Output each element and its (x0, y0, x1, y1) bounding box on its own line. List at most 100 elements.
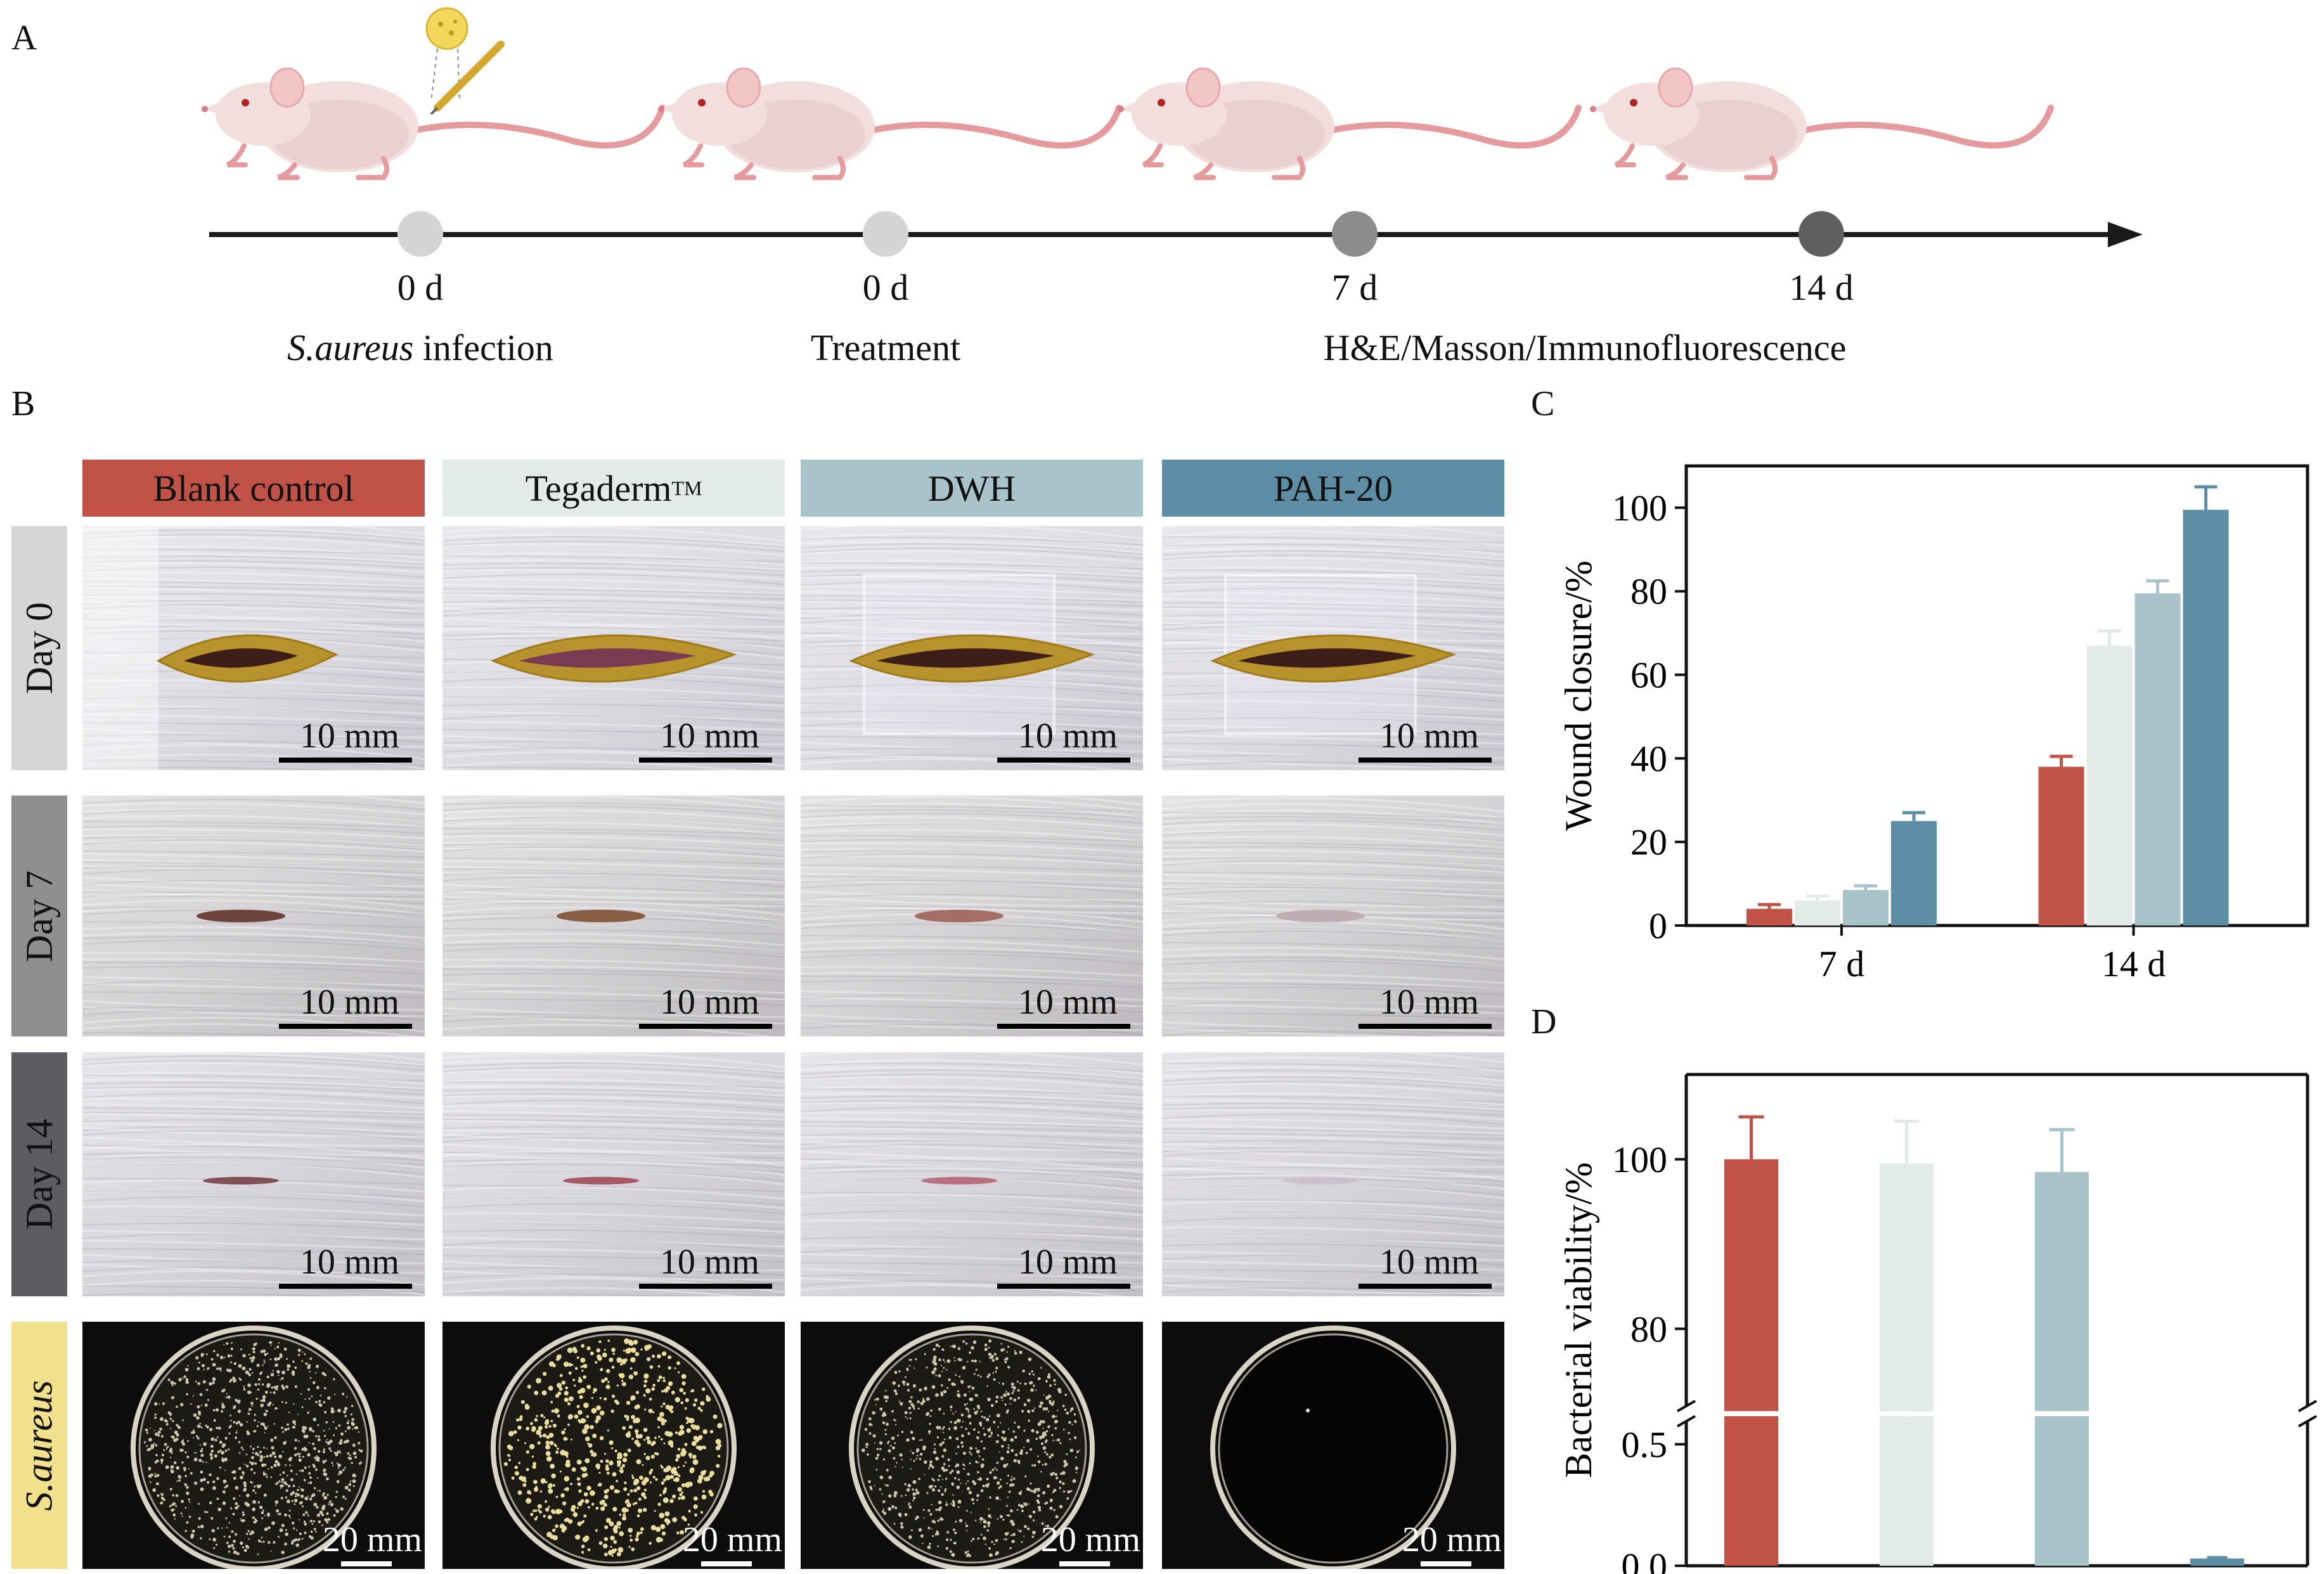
timeline-point-2 (863, 211, 908, 257)
scale-bar (1359, 758, 1492, 763)
scale-bar-label: 20 mm (682, 1520, 782, 1559)
bar-break-gap (2034, 1411, 2090, 1416)
scale-bar (1359, 1284, 1492, 1289)
y-tick-label: 80 (1630, 571, 1667, 612)
timeline-point-4 (1798, 211, 1844, 257)
y-tick-label: 0.0 (1622, 1545, 1668, 1574)
row-label-text: S.aureus (18, 1379, 60, 1511)
mouse-illustration-4 (1590, 68, 2051, 177)
bar (2035, 1171, 2089, 1566)
bar-break-gap (1723, 1411, 1779, 1416)
scale-bar (997, 758, 1130, 763)
bar (1724, 1159, 1778, 1566)
timeline-day-2: 0 d (862, 267, 909, 308)
photo-3-2: 10 mm (442, 1052, 785, 1296)
scale-bar (1359, 1024, 1492, 1029)
scale-bar-label: 10 mm (299, 983, 399, 1022)
bar (2086, 645, 2133, 926)
row-label-4: S.aureus (11, 1322, 67, 1569)
wound-closure-chart: 0 20 40 60 80 100 Wound closure/% 7 d 14 d (1558, 464, 2309, 984)
photo-2-2: 10 mm (442, 796, 785, 1036)
panel-label-a: A (11, 18, 37, 58)
timeline-day-3: 7 d (1331, 267, 1378, 308)
bar (1880, 1163, 1933, 1566)
photo-1-3: 10 mm (801, 526, 1143, 770)
photo-4-4: 20 mm (1162, 1322, 1504, 1569)
scale-bar (1421, 1561, 1471, 1566)
scale-bar-label: 10 mm (1017, 716, 1118, 756)
y-tick-label: 20 (1630, 822, 1667, 863)
scale-bar-label: 10 mm (659, 1242, 759, 1282)
row-label-1: Day 0 (11, 526, 67, 770)
scale-bar (279, 1024, 412, 1029)
timeline-analysis-label: H&E/Masson/Immunofluorescence (1323, 327, 1847, 368)
group-header-1: Blank control (82, 460, 425, 517)
scale-bar-label: 20 mm (1040, 1520, 1140, 1559)
scale-bar-label: 10 mm (659, 716, 759, 756)
y-tick-label: 100 (1612, 1139, 1667, 1180)
row-label-text: Day 14 (18, 1119, 60, 1230)
photo-1-4: 10 mm (1162, 526, 1504, 770)
bar (2183, 510, 2229, 926)
y-tick-label: 0 (1649, 905, 1667, 946)
photo-3-4: 10 mm (1162, 1052, 1504, 1296)
y-tick-label: 100 (1612, 487, 1667, 529)
timeline-figure (0, 7, 2143, 247)
y-tick-label: 80 (1630, 1308, 1667, 1350)
group-header-label: Tegaderm (525, 467, 672, 509)
photo-2-3: 10 mm (801, 796, 1143, 1036)
bar (1843, 889, 1888, 926)
scale-bar (639, 1284, 772, 1289)
axis-break-mark (1677, 1415, 1696, 1428)
row-label-text: Day 0 (18, 602, 60, 694)
mouse-illustration-3 (1118, 68, 1578, 177)
scale-bar-label: 10 mm (1017, 1242, 1118, 1282)
group-header-2: Tegaderm TM (442, 460, 785, 517)
group-header-label: PAH-20 (1273, 467, 1393, 509)
y-axis-label: Wound closure/% (1558, 560, 1599, 831)
panel-label-b: B (11, 384, 36, 423)
photo-1-2: 10 mm (442, 526, 785, 770)
group-header-label: Blank control (153, 467, 354, 509)
photo-2-1: 10 mm (82, 796, 425, 1036)
bar (1795, 900, 1840, 926)
panel-label-d: D (1531, 1002, 1557, 1042)
timeline-day-1: 0 d (397, 267, 444, 308)
timeline-arrowhead (2108, 222, 2143, 247)
photo-4-2: 20 mm (442, 1322, 785, 1569)
scale-bar (997, 1024, 1130, 1029)
photo-1-1: 10 mm (82, 526, 425, 770)
panel-label-c: C (1531, 384, 1555, 423)
scale-bar-label: 10 mm (1379, 716, 1479, 756)
timeline-point-1 (397, 211, 443, 257)
row-label-text: Day 7 (18, 870, 60, 962)
y-tick-label: 60 (1630, 655, 1667, 696)
group-header-superscript: TM (671, 476, 702, 500)
bar (2038, 766, 2084, 926)
axis-break-mark (2298, 1415, 2317, 1428)
bar (2190, 1558, 2244, 1566)
scale-bar (279, 1284, 412, 1289)
scale-bar-label: 10 mm (1017, 983, 1118, 1022)
x-tick-label: 7 d (1819, 943, 1865, 984)
photo-4-1: 20 mm (82, 1322, 425, 1569)
scale-bar (279, 758, 412, 763)
scale-bar (341, 1561, 392, 1566)
row-label-3: Day 14 (11, 1052, 67, 1296)
bacterial-viability-chart: 80 100 0.0 0.5 Bacterial viability/% (1558, 1073, 2317, 1574)
scale-bar (639, 758, 772, 763)
scale-bar-label: 20 mm (322, 1520, 422, 1559)
bar (1746, 908, 1792, 926)
scale-bar-label: 10 mm (299, 716, 399, 756)
scale-bar-label: 10 mm (659, 983, 759, 1022)
bar-break-gap (1878, 1411, 1935, 1416)
scale-bar-label: 20 mm (1402, 1520, 1502, 1559)
photo-3-1: 10 mm (82, 1052, 425, 1296)
x-tick-label: 14 d (2101, 943, 2166, 984)
group-header-3: DWH (801, 460, 1143, 517)
timeline-event-infection: S.aureus infection (230, 326, 610, 369)
scale-bar-label: 10 mm (1379, 1242, 1479, 1282)
mouse-illustration-2 (658, 68, 1119, 177)
y-tick-label: 40 (1630, 738, 1667, 779)
bacteria-injection-icon (425, 7, 505, 115)
